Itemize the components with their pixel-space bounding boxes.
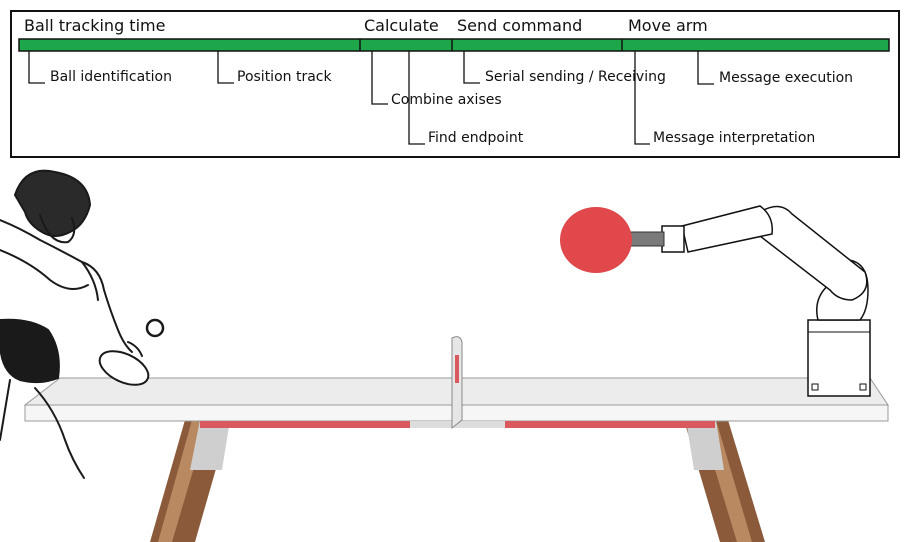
leader-serial-sending [463,51,480,84]
table-net-mount [410,421,505,428]
leader-position-track [217,51,234,84]
timeline-bar [18,38,890,52]
leader-message-execution [697,51,714,85]
table-stripe [200,421,410,428]
player-leg [34,387,85,479]
leader-ball-identification [28,51,45,84]
step-label-combine-axises: Combine axises [391,92,502,108]
leader-lines [28,51,714,145]
player-hand [127,341,143,357]
robot-base [807,319,871,397]
player-arm [81,261,133,353]
player-sketch [0,169,150,479]
player-paddle [98,350,150,386]
phase-label-calculate: Calculate [364,16,439,35]
leader-combine-axises [371,51,388,105]
timeline-panel [10,10,900,158]
robot-arm [560,205,871,397]
player-shoulder [0,219,99,301]
player-torso [0,249,89,290]
leader-message-interpretation [634,51,650,145]
robot-wrist [661,225,685,253]
table-net [451,336,463,430]
table-stripe [505,421,715,428]
player-leg [0,379,11,441]
step-label-ball-identification: Ball identification [50,69,172,85]
player-face [39,214,76,244]
phase-label-send-command: Send command [457,16,583,35]
step-label-serial-sending-receiving: Serial sending / Receiving [485,69,666,85]
phase-label-ball-tracking: Ball tracking time [24,16,166,35]
robot-forearm [759,205,868,301]
leader-find-endpoint [408,51,425,145]
step-label-message-execution: Message execution [719,70,854,86]
step-label-find-endpoint: Find endpoint [428,130,524,146]
step-label-message-interpretation: Message interpretation [653,130,816,146]
phase-label-move-arm: Move arm [628,16,708,35]
ball [145,318,165,338]
robot-upper-arm [681,205,773,253]
step-label-position-track: Position track [237,69,332,85]
player-hair [13,169,92,237]
robot-paddle [560,207,632,273]
table-leg-bracket [190,420,230,470]
player-shorts [0,318,60,384]
table-leg-bracket [686,420,724,470]
table-legs [150,420,765,542]
